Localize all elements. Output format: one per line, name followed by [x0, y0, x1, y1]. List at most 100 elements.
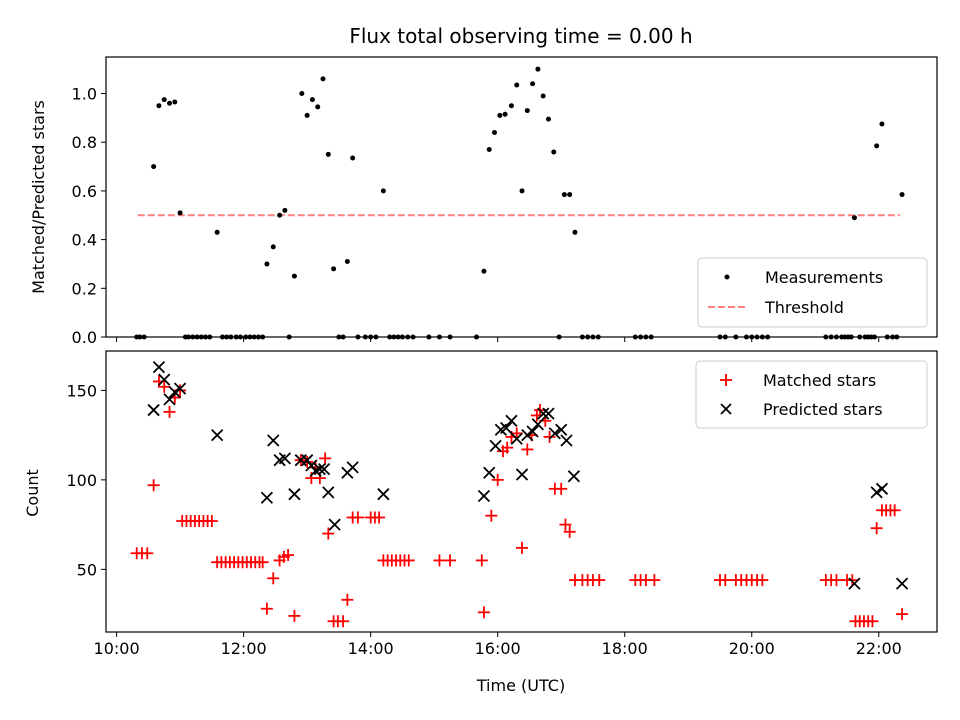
matched-star-point	[475, 554, 488, 567]
measurement-point	[264, 261, 270, 267]
matched-star-point	[510, 427, 523, 440]
measurement-point	[399, 334, 405, 340]
measurement-point	[156, 103, 162, 109]
predicted-star-point	[567, 470, 581, 483]
legend-measurement-marker	[724, 274, 730, 280]
measurement-point	[426, 334, 432, 340]
matched-star-point	[563, 525, 576, 538]
measurement-point	[823, 334, 829, 340]
predicted-star-point	[895, 577, 909, 590]
measurement-point	[214, 229, 220, 235]
measurement-point	[872, 334, 878, 340]
measurement-point	[722, 334, 728, 340]
measurement-point	[277, 212, 283, 218]
predicted-star-point	[288, 488, 301, 501]
measurement-point	[141, 334, 147, 340]
matched-star-point	[516, 541, 529, 554]
measurement-point	[362, 334, 368, 340]
count-x-ticks: 10:00 12:00 14:00 16:00 18:00 20:00 22:00	[94, 632, 902, 658]
measurement-point	[848, 334, 854, 340]
measurement-point	[309, 97, 315, 103]
measurement-point	[492, 129, 498, 135]
measurement-point	[315, 104, 321, 110]
x-tick-label: 12:00	[221, 639, 267, 658]
legend-matched-marker	[720, 374, 732, 386]
legend-matched-label: Matched stars	[763, 371, 876, 390]
matched-star-point	[866, 615, 879, 628]
predicted-star-point	[173, 382, 187, 395]
matched-star-point	[477, 606, 490, 619]
measurement-point	[151, 164, 157, 170]
y-tick-label: 50	[77, 560, 97, 579]
ratio-legend-box	[697, 257, 928, 328]
matched-star-point	[501, 441, 514, 454]
measurement-point	[247, 334, 253, 340]
measurement-point	[387, 334, 393, 340]
measurement-point	[190, 334, 196, 340]
x-tick-label: 10:00	[94, 639, 140, 658]
predicted-star-point	[267, 434, 280, 447]
predicted-star-point	[483, 466, 496, 479]
matched-star-point	[485, 509, 498, 522]
matched-star-point	[163, 405, 176, 418]
measurement-point	[648, 334, 654, 340]
predicted-star-point	[158, 373, 171, 386]
measurement-point	[194, 334, 200, 340]
predicted-star-point	[322, 486, 335, 499]
measurement-point	[754, 334, 760, 340]
measurement-point	[224, 334, 230, 340]
measurement-point	[255, 334, 261, 340]
matched-star-point	[337, 615, 350, 628]
measurement-point	[260, 334, 266, 340]
predicted-star-point	[531, 418, 545, 431]
measurement-point	[857, 334, 863, 340]
measurement-point	[884, 334, 890, 340]
predicted-star-point	[555, 423, 568, 436]
measurement-point	[890, 334, 896, 340]
measurement-point	[167, 100, 173, 106]
predicted-star-point	[500, 421, 513, 435]
measurement-point	[638, 334, 644, 340]
matched-star-point	[491, 473, 504, 486]
predicted-star-point	[870, 486, 883, 499]
predicted-star-point	[510, 432, 523, 445]
matched-star-point	[282, 549, 295, 562]
measurement-point	[340, 334, 346, 340]
matched-star-point	[555, 482, 568, 495]
measurement-point	[743, 334, 749, 340]
measurement-point	[759, 334, 765, 340]
matched-star-point	[433, 554, 446, 567]
measurement-point	[595, 334, 601, 340]
measurement-point	[733, 334, 739, 340]
matched-star-point	[559, 518, 572, 531]
measurement-point	[350, 155, 356, 161]
measurement-point	[395, 334, 401, 340]
predicted-star-point	[163, 393, 176, 406]
matched-star-point	[319, 452, 332, 465]
predicted-star-point	[477, 489, 491, 503]
measurement-point	[177, 210, 183, 216]
measurement-point	[373, 334, 379, 340]
measurement-point	[172, 99, 178, 105]
measurement-point	[530, 81, 536, 87]
ratio-panel: 0.0 0.2 0.4 0.6 0.8 1.0 Matched/Predicted sta…	[29, 56, 938, 347]
y-tick-label: 1.0	[72, 85, 97, 104]
matched-star-point	[288, 609, 301, 622]
y-tick-label: 0.8	[72, 133, 97, 152]
measurement-point	[270, 244, 276, 250]
measurement-point	[519, 188, 525, 194]
count-panel: 10:00 12:00 14:00 16:00 18:00 20:00 22:00 50 10…	[23, 350, 938, 695]
measurement-point	[286, 334, 292, 340]
measurement-point	[237, 334, 243, 340]
measurement-point	[447, 334, 453, 340]
measurement-point	[551, 149, 557, 155]
measurement-point	[828, 334, 834, 340]
matched-star-point	[267, 572, 280, 585]
predicted-star-point	[260, 491, 274, 504]
measurement-point	[535, 66, 541, 72]
y-tick-label: 0.4	[72, 231, 97, 250]
measurement-point	[899, 192, 905, 198]
measurement-point	[502, 111, 508, 117]
measurement-point	[344, 259, 350, 265]
